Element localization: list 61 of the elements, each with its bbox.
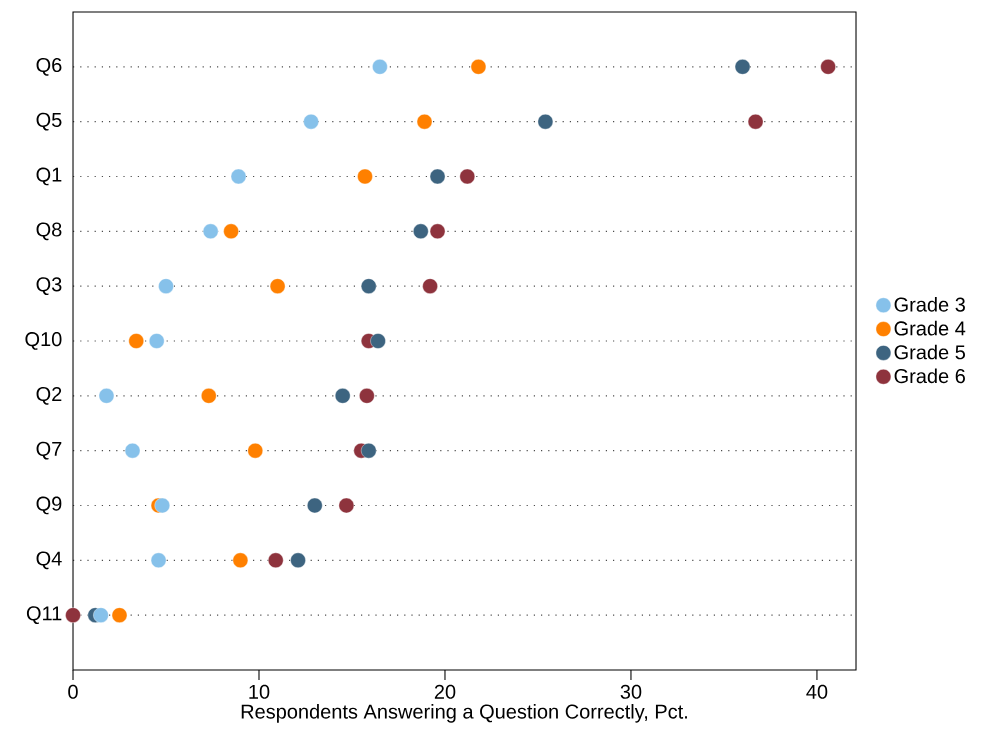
point [747,113,764,130]
y-tick-label: Q10 [25,332,62,350]
x-axis-title: Respondents Answering a Question Correctly, Pct. [241,704,687,723]
y-tick-label: Q11 [26,606,62,625]
point [158,278,174,294]
point [470,59,487,75]
point [98,388,115,404]
point [65,607,81,623]
y-tick-label: Q1 [36,167,62,186]
point [154,497,170,514]
legend-label: Grade 4 [894,320,966,336]
x-tick-label: 10 [249,684,270,699]
y-tick-label: Q2 [36,386,62,405]
point [372,59,388,75]
y-tick-label: Q8 [36,222,62,241]
legend-label: Grade 6 [894,368,965,384]
point [537,113,554,130]
point [459,168,475,185]
point [338,497,355,514]
point [269,278,286,294]
x-tick-label: 30 [620,684,642,699]
y-tick-label: Q5 [36,112,62,131]
point [111,607,128,623]
point [201,388,217,404]
point [334,388,351,404]
point [307,497,323,514]
point [93,607,109,623]
point [202,223,219,240]
point [230,168,247,185]
point [128,333,144,349]
y-tick-label: Q9 [36,496,62,515]
point [820,59,836,75]
point [232,552,249,569]
legend-label: Grade 5 [894,344,966,360]
x-tick-label: 40 [806,684,828,699]
point [429,223,446,240]
x-tick-label: 0 [68,684,78,699]
x-tick-label: 20 [434,684,456,699]
point [268,552,284,569]
point [150,552,167,569]
point [357,168,373,185]
point [359,388,375,404]
point [247,442,263,459]
point [361,278,377,294]
point [413,223,429,240]
y-tick-label: Q6 [36,57,62,76]
y-tick-label: Q3 [36,277,62,296]
point [361,442,377,459]
point [734,59,751,75]
point [290,552,306,569]
point [422,278,438,294]
point [149,333,165,349]
point [223,223,239,240]
y-tick-label: Q4 [36,551,62,570]
y-tick-label: Q7 [36,441,62,460]
point [429,168,446,185]
legend-label: Grade 3 [894,297,965,312]
point [303,113,319,130]
point [370,333,386,349]
point [124,442,141,459]
point [416,113,433,130]
